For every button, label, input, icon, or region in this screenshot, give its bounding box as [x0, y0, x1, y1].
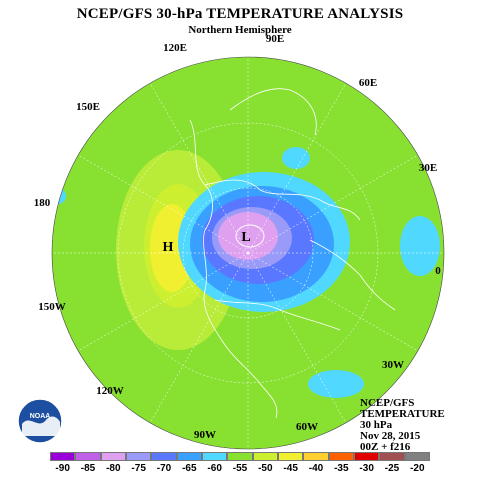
map-subtitle: Northern Hemisphere [188, 24, 292, 36]
cold-patch-south [308, 370, 364, 398]
lon-label-150w: 150W [38, 301, 66, 313]
info-date: Nov 28, 2015 [360, 430, 421, 442]
colorbar-swatch [50, 452, 76, 461]
lon-label-180: 180 [34, 197, 51, 209]
lon-label-120w: 120W [96, 385, 124, 397]
colorbar-swatch [404, 452, 430, 461]
forecast-info: NCEP/GFS TEMPERATURE 30 hPa Nov 28, 2015… [360, 398, 445, 453]
colorbar-tick-label: -20 [410, 463, 425, 474]
lon-label-60e: 60E [359, 77, 377, 89]
cold-patch-east [400, 216, 440, 276]
lon-label-120e: 120E [163, 42, 187, 54]
lon-label-150e: 150E [76, 101, 100, 113]
colorbar-swatch [125, 452, 152, 461]
cold-patch-north [282, 147, 310, 169]
high-marker: H [163, 240, 174, 255]
colorbar-tick-label: -55 [232, 463, 248, 474]
noaa-logo-text: NOAA [30, 413, 51, 420]
colorbar-tick-label: -50 [258, 463, 273, 474]
temperature-colorbar: -90 -85 -80 -75 -70 -65 -60 -55 -50 -45 -40 -35 -30-… [50, 452, 430, 478]
lon-label-30e: 30E [419, 162, 437, 174]
colorbar-tick-label: -90 [55, 463, 70, 474]
colorbar-tick-label: -65 [182, 463, 197, 474]
lon-label-90e: 90E [266, 33, 284, 45]
colorbar-swatch [75, 452, 101, 461]
low-marker: L [241, 230, 250, 245]
coastlines [189, 88, 396, 419]
colorbar-tick-label: -80 [106, 463, 121, 474]
colorbar-swatch [151, 452, 177, 461]
colorbar-swatch [328, 452, 354, 461]
colorbar-tick-label: -40 [308, 463, 324, 474]
lon-label-60w: 60W [296, 421, 318, 433]
lon-label-0: 0 [435, 265, 441, 277]
colorbar-swatch [303, 452, 329, 461]
info-variable: TEMPERATURE [360, 408, 445, 420]
colorbar-tick-label: -45 [283, 463, 298, 474]
longitude-labels: 90E 60E 120E 150E 30E 180 0 150W 30W 120… [34, 33, 442, 441]
colorbar-swatch [100, 452, 126, 461]
colorbar-swatch [201, 452, 228, 461]
colorbar-swatch [353, 452, 380, 461]
colorbar-swatch [379, 452, 405, 461]
cold-patch-west [52, 188, 66, 204]
colorbar-tick-label: -75 [131, 463, 146, 474]
colorbar-swatches [50, 452, 430, 461]
temperature-field [52, 57, 444, 449]
colorbar-swatch [277, 452, 304, 461]
colorbar-tick-label: -85 [80, 463, 96, 474]
lon-label-90w: 90W [194, 429, 216, 441]
colorbar-tick-label: -35 [334, 463, 349, 474]
noaa-logo: NOAA [17, 398, 63, 444]
colorbar-swatch [252, 452, 278, 461]
colorbar-tick-label: -25 [384, 463, 400, 474]
info-forecast-hour: 00Z + f216 [360, 441, 411, 453]
lon-label-30w: 30W [382, 359, 404, 371]
colorbar-swatch [176, 452, 202, 461]
vortex-core-inner [235, 224, 265, 248]
graticule [52, 57, 444, 449]
colorbar-tick-label: -30 [359, 463, 374, 474]
colorbar-tick-label: -70 [156, 463, 172, 474]
colorbar-tick-label: -60 [207, 463, 222, 474]
info-model: NCEP/GFS [360, 397, 415, 409]
info-level: 30 hPa [360, 419, 393, 431]
colorbar-swatch [227, 452, 253, 461]
map-title: NCEP/GFS 30-hPa TEMPERATURE ANALYSIS [76, 6, 404, 22]
colorbar-labels: -90 -85 -80 -75 -70 -65 -60 -55 -50 -45 -40 -35 -30-… [50, 461, 430, 475]
